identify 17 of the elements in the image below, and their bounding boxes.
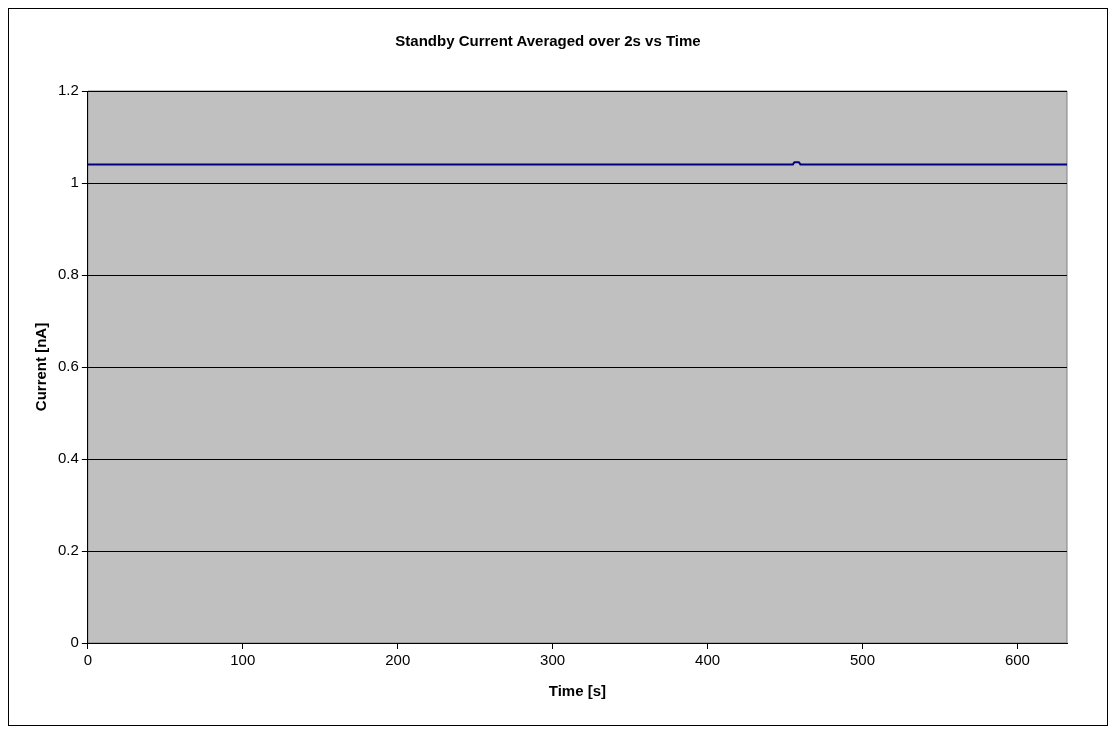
chart-title: Standby Current Averaged over 2s vs Time	[395, 32, 701, 50]
x-tick-label: 400	[695, 651, 721, 669]
x-tick-label: 200	[385, 651, 411, 669]
y-tick-label: 0.8	[57, 265, 79, 283]
x-axis-title: Time [s]	[548, 682, 607, 700]
y-tick-label: 1	[70, 173, 79, 191]
y-tick-label: 0.2	[57, 541, 79, 559]
y-tick-label: 1.2	[57, 81, 79, 99]
x-tick-label: 100	[230, 651, 256, 669]
y-axis-title: Current [nA]	[32, 322, 50, 412]
y-tick-label: 0	[70, 633, 79, 651]
x-tick-label: 600	[1004, 651, 1030, 669]
x-tick-label: 0	[83, 651, 93, 669]
y-tick-label: 0.6	[57, 357, 79, 375]
y-tick-label: 0.4	[57, 449, 79, 467]
x-tick-label: 500	[849, 651, 876, 669]
x-tick-label: 300	[540, 651, 566, 669]
